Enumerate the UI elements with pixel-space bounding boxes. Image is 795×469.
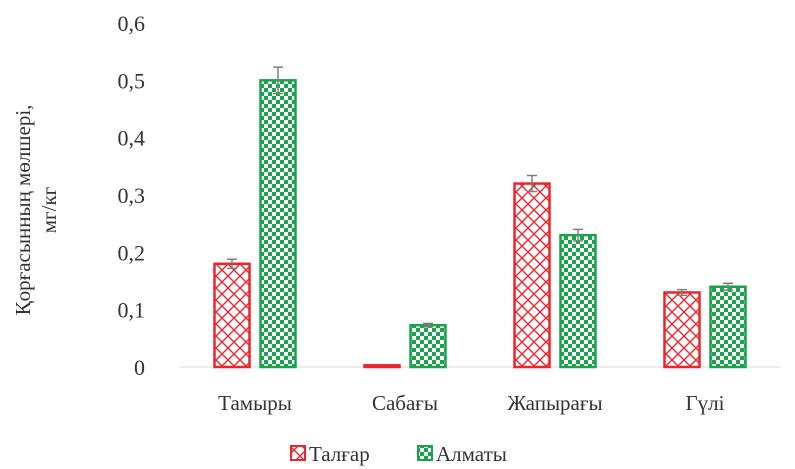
legend-swatch-talgar	[290, 445, 306, 461]
bar-talgar	[363, 364, 401, 369]
bar-talgar	[513, 182, 551, 369]
error-bar-almaty	[573, 228, 583, 242]
y-tick-label: 0,4	[118, 126, 146, 151]
y-axis-label-line2: мг/кг	[37, 186, 61, 233]
y-tick-label: 0,5	[118, 68, 146, 93]
x-axis-ticks: Тамыры Сабағы Жапырағы Гүлі	[218, 391, 724, 415]
legend-label-almaty: Алматы	[436, 442, 507, 466]
legend: Талғар Алматы	[290, 442, 507, 466]
x-tick-label: Тамыры	[218, 391, 292, 415]
error-bar-talgar	[227, 258, 237, 270]
y-tick-label: 0,1	[118, 298, 146, 323]
y-tick-label: 0,3	[118, 183, 146, 208]
bars	[213, 66, 747, 369]
bar-almaty	[559, 233, 597, 369]
legend-item-almaty: Алматы	[417, 442, 507, 466]
bar-almaty	[409, 323, 447, 369]
y-tick-label: 0	[134, 355, 145, 380]
error-bar-talgar	[677, 288, 687, 297]
legend-item-talgar: Талғар	[290, 442, 370, 466]
y-axis-label-line1: Қорғасынның мөлшері,	[11, 105, 35, 316]
y-axis-ticks: 0 0,1 0,2 0,3 0,4 0,5 0,6	[118, 11, 146, 380]
legend-label-talgar: Талғар	[309, 442, 370, 466]
bar-talgar	[663, 291, 701, 369]
bar-almaty	[259, 79, 297, 369]
x-tick-label: Сабағы	[372, 391, 438, 415]
error-bar-almaty	[423, 322, 433, 328]
error-bar-almaty	[723, 282, 733, 291]
bar-almaty	[709, 285, 747, 369]
legend-swatch-almaty	[417, 445, 433, 461]
y-tick-label: 0,6	[118, 11, 146, 36]
bar-talgar	[213, 262, 251, 369]
error-bar-talgar	[527, 174, 537, 193]
error-bar-almaty	[273, 66, 283, 95]
x-tick-label: Жапырағы	[507, 391, 602, 415]
x-tick-label: Гүлі	[686, 391, 725, 415]
y-axis-label: Қорғасынның мөлшері, мг/кг	[11, 105, 61, 316]
y-tick-label: 0,2	[118, 240, 146, 265]
